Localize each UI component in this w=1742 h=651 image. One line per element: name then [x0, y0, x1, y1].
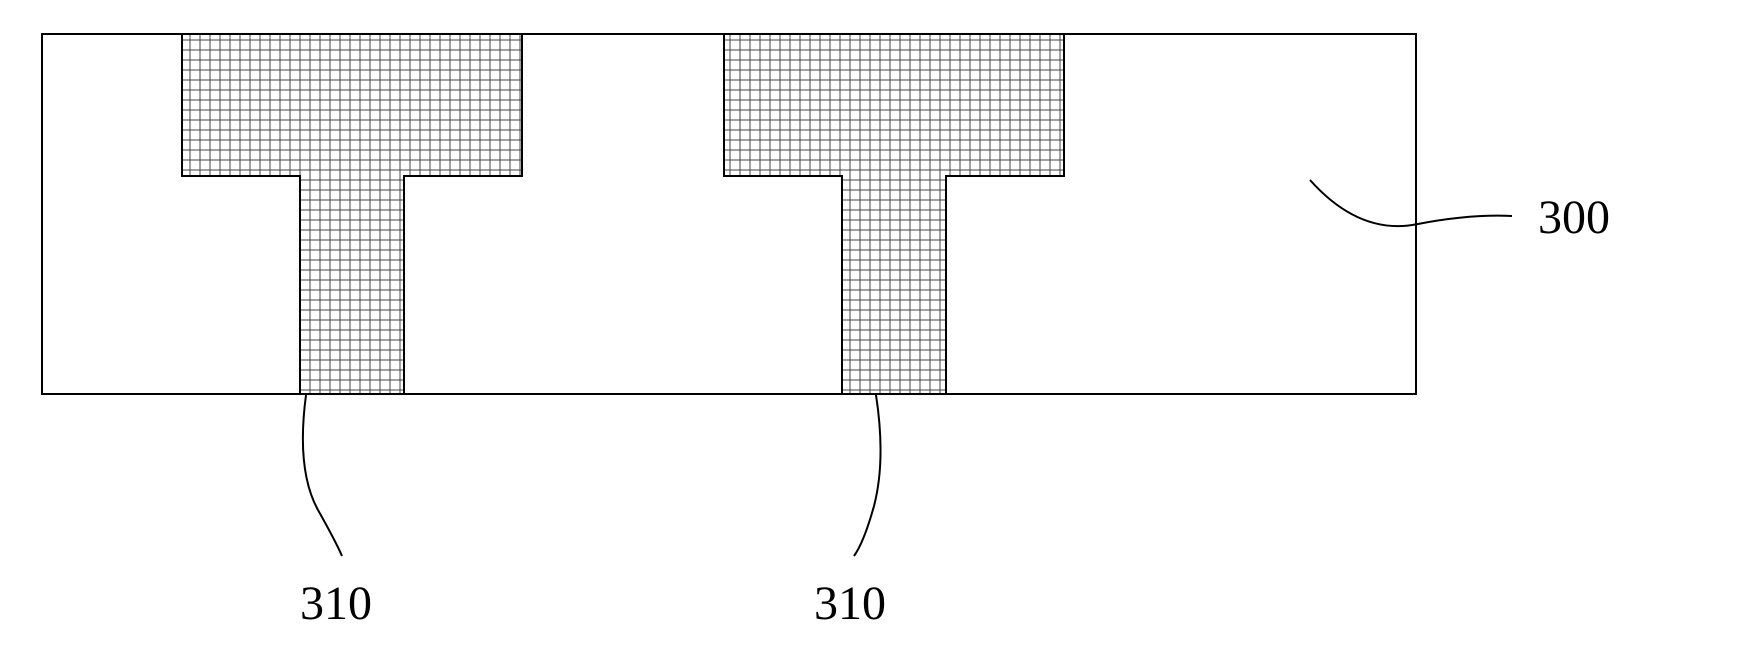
label-substrate: 300	[1538, 190, 1610, 245]
leader-tshape-2	[854, 395, 881, 556]
label-tshape-2: 310	[814, 576, 886, 631]
leader-tshape-1	[303, 395, 342, 556]
diagram-canvas	[0, 0, 1742, 651]
label-tshape-1: 310	[300, 576, 372, 631]
